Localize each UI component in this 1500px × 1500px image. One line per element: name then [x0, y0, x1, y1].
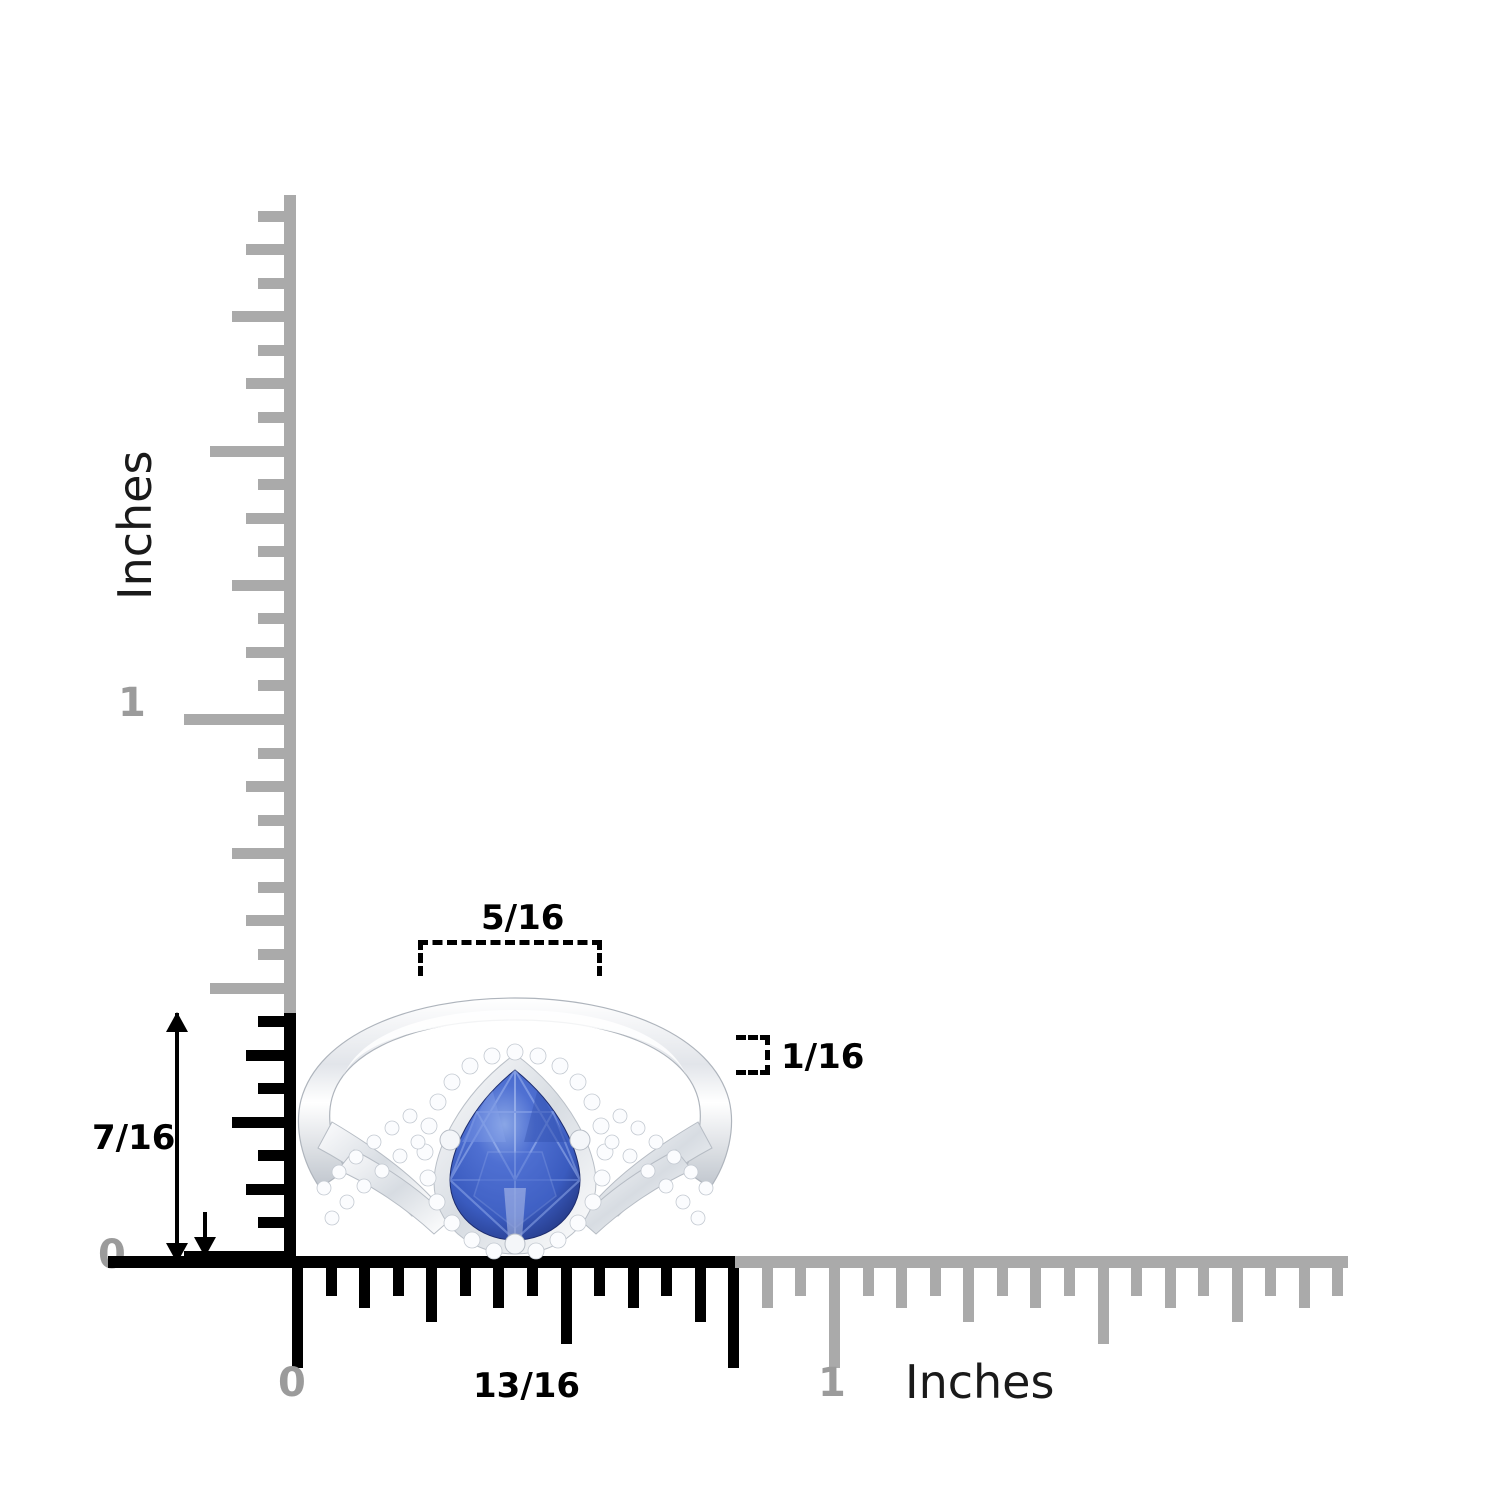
vertical-tick: [258, 613, 284, 625]
vertical-tick: [246, 646, 284, 658]
horizontal-tick: [761, 1268, 773, 1308]
vertical-tick: [258, 948, 284, 960]
vertical-tick: [232, 311, 284, 323]
horizontal-tick: [862, 1268, 874, 1296]
vertical-tick: [246, 512, 284, 524]
vertical-tick: [246, 1183, 284, 1195]
vertical-tick: [258, 1016, 284, 1028]
horizontal-tick: [1063, 1268, 1075, 1296]
horizontal-tick: [963, 1268, 975, 1322]
height-label: 7/16: [92, 1118, 176, 1158]
horizontal-tick: [996, 1268, 1008, 1296]
vertical-axis-label-0: 0: [98, 1232, 126, 1278]
horizontal-tick: [1198, 1268, 1210, 1296]
horizontal-tick-13-16: [728, 1268, 740, 1368]
horizontal-tick: [929, 1268, 941, 1296]
horizontal-tick: [1298, 1268, 1310, 1308]
vertical-tick: [258, 1150, 284, 1162]
horizontal-tick: [594, 1268, 606, 1296]
horizontal-tick: [896, 1268, 908, 1308]
vertical-tick: [258, 344, 284, 356]
vertical-tick: [258, 411, 284, 423]
vertical-tick: [258, 1217, 284, 1229]
horizontal-tick: [1332, 1268, 1344, 1296]
horizontal-axis-label-1: 1: [818, 1360, 846, 1406]
vertical-tick: [258, 210, 284, 222]
horizontal-tick: [359, 1268, 371, 1308]
width-label: 13/16: [473, 1366, 581, 1406]
horizontal-tick: [426, 1268, 438, 1322]
horizontal-tick: [694, 1268, 706, 1322]
horizontal-tick: [627, 1268, 639, 1308]
vertical-axis-label-1: 1: [118, 680, 146, 726]
vertical-tick: [246, 915, 284, 927]
vertical-tick: [232, 1116, 284, 1128]
ring-product-image: [292, 992, 738, 1262]
vertical-tick: [232, 848, 284, 860]
gemstone-prongs: [439, 1129, 591, 1255]
vertical-ruler-spine: [284, 195, 296, 1262]
band-thickness-bracket: [736, 1035, 770, 1075]
horizontal-ruler-measured-segment: [108, 1256, 735, 1268]
horizontal-tick: [459, 1268, 471, 1296]
width-pointer-arrow: [194, 1212, 216, 1257]
vertical-tick: [246, 378, 284, 390]
horizontal-tick: [1231, 1268, 1243, 1322]
horizontal-tick: [1265, 1268, 1277, 1296]
vertical-tick: [258, 546, 284, 558]
vertical-tick: [246, 1049, 284, 1061]
vertical-tick: [232, 579, 284, 591]
vertical-ruler-measured-segment: [284, 1013, 296, 1262]
horizontal-tick: [1097, 1268, 1109, 1344]
vertical-tick: [246, 781, 284, 793]
top-width-label: 5/16: [481, 898, 565, 938]
height-dimension-arrow: [166, 1012, 188, 1263]
vertical-tick: [258, 277, 284, 289]
vertical-tick: [258, 479, 284, 491]
vertical-tick: [184, 714, 284, 725]
horizontal-tick: [560, 1268, 572, 1344]
horizontal-tick: [526, 1268, 538, 1296]
horizontal-axis-label-0: 0: [278, 1360, 306, 1406]
vertical-tick: [210, 445, 284, 457]
vertical-tick: [258, 881, 284, 893]
vertical-tick: [258, 747, 284, 759]
arrow-head-down: [166, 1243, 188, 1263]
top-width-bracket: [418, 940, 602, 976]
horizontal-tick: [795, 1268, 807, 1296]
horizontal-tick: [829, 1268, 840, 1368]
horizontal-tick: [1164, 1268, 1176, 1308]
vertical-tick: [258, 1083, 284, 1095]
horizontal-tick: [392, 1268, 404, 1296]
vertical-tick: [210, 982, 284, 994]
vertical-tick: [258, 680, 284, 692]
vertical-axis-title: Inches: [108, 450, 162, 600]
horizontal-tick: [325, 1268, 337, 1296]
horizontal-axis-title: Inches: [905, 1355, 1055, 1409]
vertical-tick: [258, 814, 284, 826]
center-gemstone: [449, 1069, 581, 1241]
pave-diamonds: [316, 1043, 714, 1260]
band-thickness-label: 1/16: [781, 1037, 865, 1077]
arrow-head-down: [194, 1237, 216, 1257]
horizontal-tick: [1030, 1268, 1042, 1308]
horizontal-tick: [292, 1268, 303, 1368]
horizontal-tick: [661, 1268, 673, 1296]
arrow-head-up: [166, 1012, 188, 1032]
vertical-tick: [246, 244, 284, 256]
horizontal-tick: [493, 1268, 505, 1308]
horizontal-tick: [1131, 1268, 1143, 1296]
